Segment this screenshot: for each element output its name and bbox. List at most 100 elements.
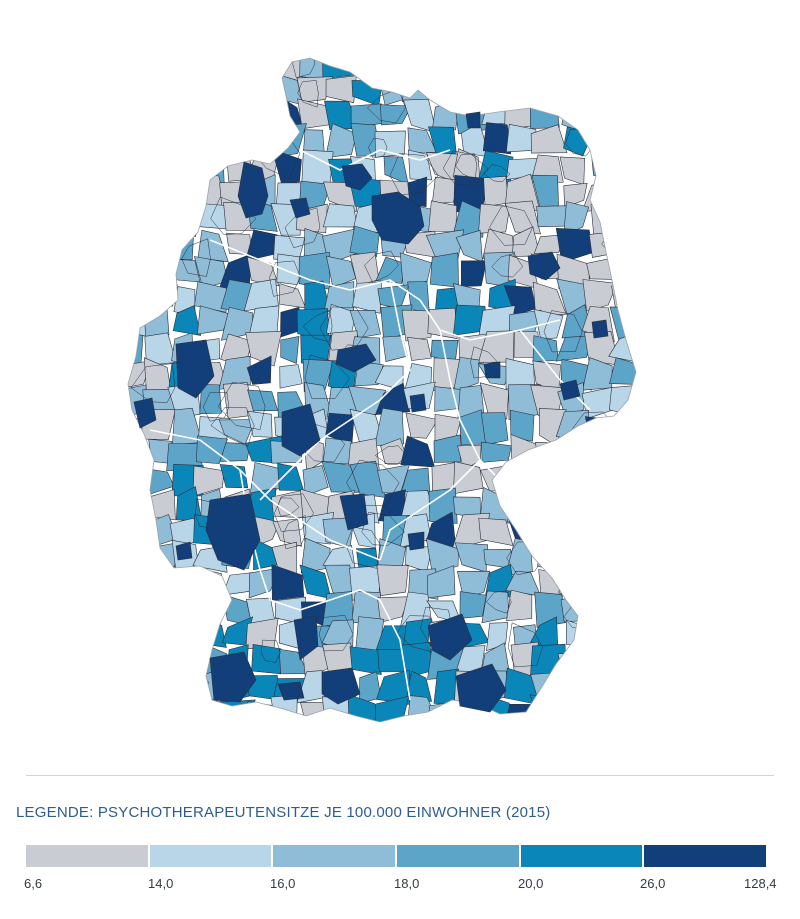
district-cell (325, 75, 357, 104)
district-cell (245, 331, 283, 367)
district-cell (607, 538, 636, 572)
district-cell (530, 124, 568, 154)
district-cell (349, 251, 380, 287)
district-outline (277, 497, 300, 517)
district-cell (427, 307, 458, 340)
district-cell (150, 175, 178, 206)
district-outline (483, 164, 511, 183)
district-outline (455, 153, 478, 180)
district-cell (637, 727, 668, 755)
district-cell (529, 96, 560, 129)
district-cell (192, 125, 227, 150)
district-cell (560, 519, 594, 551)
district-cell (509, 409, 535, 442)
district-cell (377, 596, 410, 623)
district-cell (587, 438, 619, 462)
district-cell (171, 229, 195, 261)
district-cell (271, 148, 302, 185)
district-cell (583, 724, 618, 751)
district-cell (199, 99, 228, 129)
district-cell (536, 493, 565, 523)
district-cell (506, 589, 533, 622)
district-cell (609, 357, 636, 385)
district-cell (534, 514, 559, 550)
district-cell (143, 70, 172, 102)
district-cell (166, 617, 200, 646)
district-outline (173, 623, 191, 645)
district-cell (382, 335, 408, 362)
district-cell (452, 725, 488, 754)
legend-break-2: 16,0 (270, 876, 296, 891)
district-cell (588, 58, 617, 79)
district-cell (246, 701, 275, 722)
district-outline (374, 445, 407, 465)
district-cell (167, 149, 200, 178)
district-outline (217, 381, 266, 430)
district-cell (613, 514, 636, 550)
district-cell (350, 58, 383, 78)
district-cell (128, 206, 148, 231)
district-layer (128, 58, 671, 755)
district-cell (614, 670, 636, 705)
district-cell (533, 727, 566, 749)
district-bremen (289, 197, 311, 219)
district-cell (633, 206, 636, 239)
district-ruhr (175, 339, 215, 399)
district-cell (128, 95, 149, 128)
district-cell (374, 407, 405, 446)
legend-break-1: 14,0 (148, 876, 174, 891)
district-goerlitz (559, 379, 581, 401)
district-outline (589, 554, 610, 579)
district-cell (535, 58, 567, 79)
district-outline (304, 354, 350, 399)
district-cell (144, 332, 177, 366)
district-cell (458, 58, 489, 79)
district-cell (639, 363, 670, 386)
district-cell (194, 281, 228, 313)
district-cell (555, 335, 594, 362)
legend-class-1 (26, 845, 148, 867)
district-cell (591, 153, 611, 180)
district-cell (192, 58, 226, 83)
district-cell (581, 96, 616, 133)
district-cell (374, 58, 407, 80)
district-cell (639, 591, 668, 622)
district-cell (167, 647, 203, 678)
district-cell (428, 200, 457, 233)
district-cell (246, 355, 272, 385)
district-cell (635, 408, 636, 444)
district-cell (639, 385, 664, 418)
district-waldshut (277, 681, 305, 701)
district-cell (270, 203, 301, 236)
district-cell (142, 278, 178, 312)
district-cell (219, 699, 256, 722)
district-cell (426, 565, 456, 599)
district-cell (401, 309, 434, 342)
legend-class-4 (397, 845, 519, 867)
district-outline (210, 407, 255, 447)
district-outline (364, 250, 399, 283)
district-outline (168, 596, 188, 614)
district-cell (639, 462, 671, 497)
district-cell (556, 73, 583, 100)
district-cell (431, 176, 462, 204)
district-cell (589, 127, 612, 151)
district-cell (607, 416, 636, 441)
district-cell (375, 382, 411, 415)
district-cell (128, 280, 149, 315)
district-cell (166, 702, 201, 722)
district-cell (128, 58, 152, 77)
district-cell (302, 464, 329, 497)
district-outline (210, 196, 257, 235)
district-cell (128, 591, 151, 628)
district-cell (557, 436, 594, 471)
district-cell (128, 72, 151, 106)
district-cell (559, 544, 591, 575)
district-cell (614, 464, 636, 495)
district-cell (557, 652, 594, 679)
district-cell (165, 593, 201, 628)
district-cell (219, 464, 249, 489)
district-cell (252, 724, 281, 753)
district-saarbruecken (175, 541, 193, 561)
district-cell (142, 58, 178, 77)
